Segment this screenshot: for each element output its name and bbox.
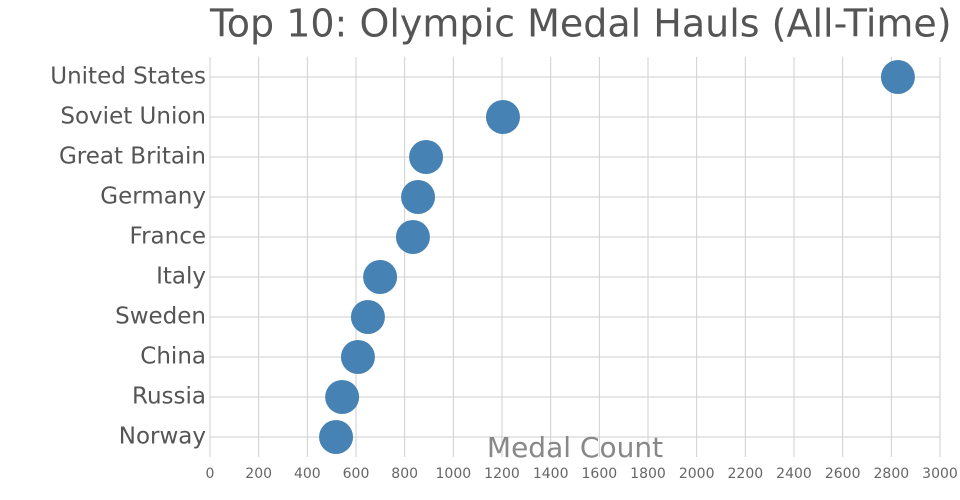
x-tick-label: 2400	[776, 466, 812, 482]
x-tick-label: 3000	[922, 466, 958, 482]
x-tick-label: 2800	[874, 466, 910, 482]
y-tick-label: United States	[50, 64, 206, 90]
x-tick-label: 1000	[436, 466, 472, 482]
x-tick-label: 1200	[484, 466, 520, 482]
x-tick-label: 200	[245, 466, 272, 482]
y-tick-label: Soviet Union	[60, 104, 206, 130]
dot	[880, 60, 915, 94]
x-tick-label: 600	[343, 466, 370, 482]
x-tick-label: 2200	[728, 466, 764, 482]
x-tick-label: 0	[206, 466, 215, 482]
x-tick-label: 800	[391, 466, 418, 482]
y-tick-label: France	[130, 224, 206, 250]
x-tick-label: 1400	[533, 466, 569, 482]
dot	[319, 420, 354, 454]
y-tick-label: Great Britain	[59, 144, 206, 170]
y-tick-label: Italy	[156, 264, 206, 290]
dot	[325, 380, 360, 414]
y-tick-label: China	[140, 344, 206, 370]
x-axis-label: Medal Count	[487, 431, 663, 464]
dot	[395, 220, 430, 254]
y-tick-label: Russia	[132, 384, 206, 410]
x-tick-label: 1600	[582, 466, 618, 482]
y-tick-label: Germany	[100, 184, 206, 210]
dot	[340, 340, 375, 374]
y-tick-label: Norway	[119, 424, 206, 450]
dot	[485, 100, 520, 134]
dot	[401, 180, 436, 214]
dot	[409, 140, 444, 174]
y-tick-label: Sweden	[115, 304, 206, 330]
dot	[363, 260, 398, 294]
x-tick-label: 2000	[679, 466, 715, 482]
chart-title: Top 10: Olympic Medal Hauls (All-Time)	[209, 2, 952, 46]
x-tick-label: 2600	[825, 466, 861, 482]
x-tick-label: 1800	[630, 466, 666, 482]
x-tick-label: 400	[294, 466, 321, 482]
dot	[350, 300, 385, 334]
